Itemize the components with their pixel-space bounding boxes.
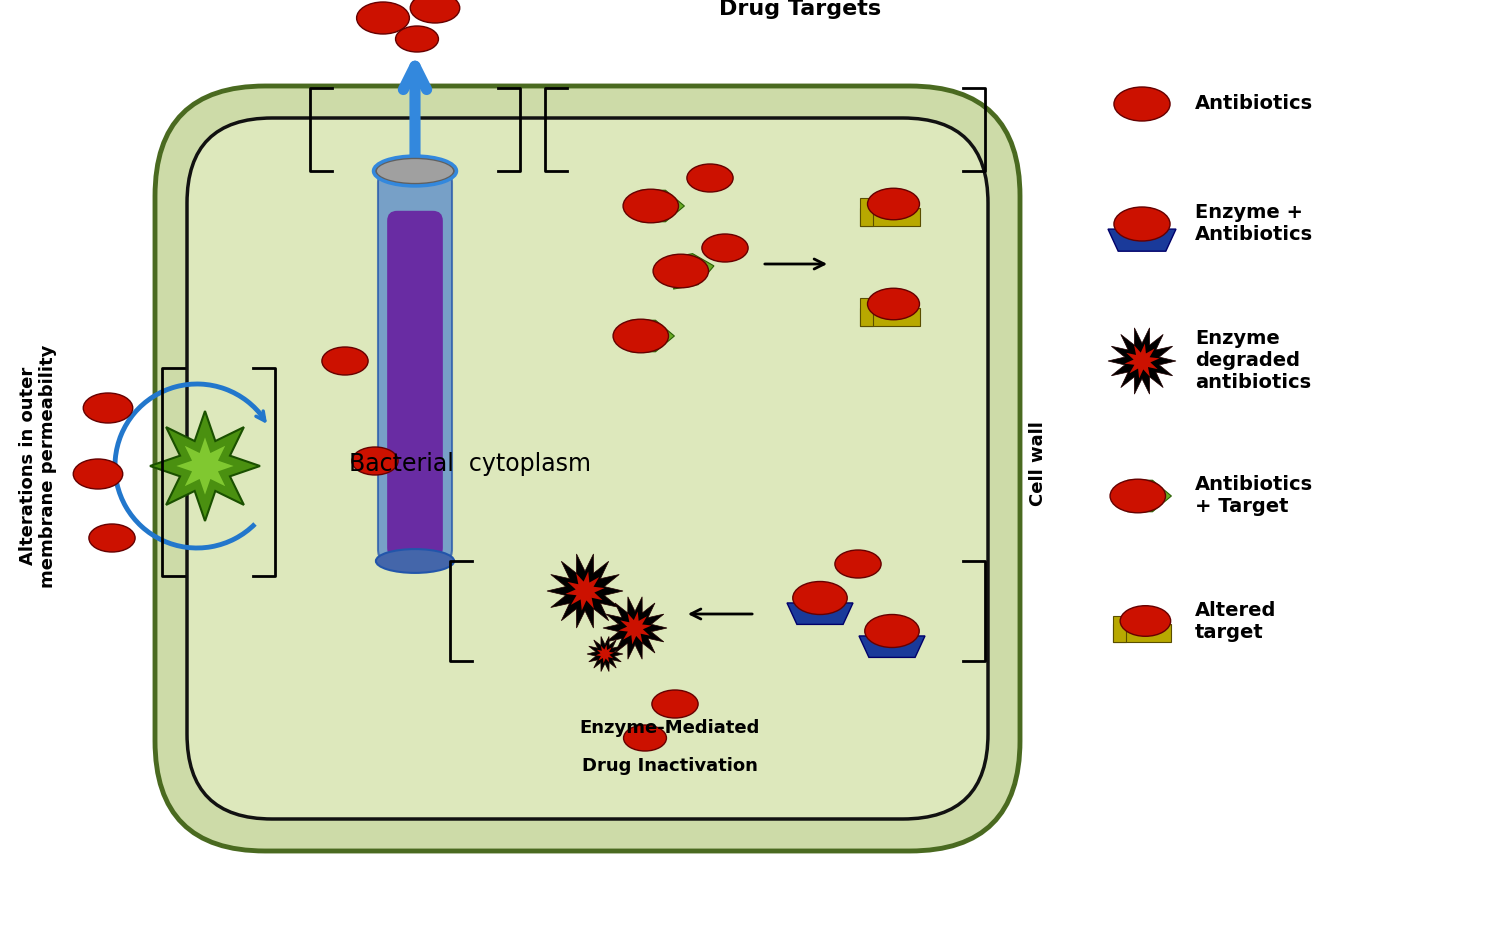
Ellipse shape <box>865 615 919 647</box>
FancyBboxPatch shape <box>187 118 987 819</box>
Polygon shape <box>603 596 667 659</box>
Polygon shape <box>859 636 925 657</box>
Bar <box>1113 616 1126 642</box>
Ellipse shape <box>868 288 919 319</box>
Ellipse shape <box>322 347 367 375</box>
Text: Antibiotics: Antibiotics <box>1194 94 1312 114</box>
Ellipse shape <box>83 393 133 423</box>
Ellipse shape <box>612 319 668 353</box>
FancyBboxPatch shape <box>156 86 1021 851</box>
Text: Enzyme +
Antibiotics: Enzyme + Antibiotics <box>1194 204 1312 244</box>
Bar <box>1113 624 1170 642</box>
Polygon shape <box>1125 344 1160 379</box>
Ellipse shape <box>623 189 679 223</box>
Text: Enzyme
degraded
antibiotics: Enzyme degraded antibiotics <box>1194 330 1311 393</box>
Ellipse shape <box>835 550 881 578</box>
Bar <box>860 298 874 326</box>
Ellipse shape <box>1110 479 1166 513</box>
Ellipse shape <box>686 164 733 192</box>
Polygon shape <box>1108 229 1176 251</box>
Text: Alterations in outer
membrane permeability: Alterations in outer membrane permeabili… <box>18 344 57 588</box>
Ellipse shape <box>868 188 919 219</box>
Ellipse shape <box>357 2 410 34</box>
Ellipse shape <box>1120 606 1170 636</box>
Ellipse shape <box>652 690 699 718</box>
Ellipse shape <box>73 459 122 489</box>
Polygon shape <box>618 611 652 644</box>
Ellipse shape <box>376 158 454 184</box>
Ellipse shape <box>1114 87 1170 121</box>
Text: Enzyme-Mediated: Enzyme-Mediated <box>579 719 761 737</box>
Polygon shape <box>587 636 623 671</box>
Bar <box>860 307 919 326</box>
Polygon shape <box>177 437 233 494</box>
Ellipse shape <box>410 0 460 23</box>
Polygon shape <box>596 644 614 663</box>
FancyBboxPatch shape <box>378 168 452 564</box>
Polygon shape <box>788 603 853 624</box>
Polygon shape <box>1128 481 1172 512</box>
Text: Drug Targets: Drug Targets <box>718 0 881 19</box>
Polygon shape <box>640 190 685 221</box>
FancyBboxPatch shape <box>387 211 443 558</box>
Ellipse shape <box>653 255 709 288</box>
Ellipse shape <box>702 234 748 262</box>
Text: Drug Inactivation: Drug Inactivation <box>582 757 758 775</box>
Ellipse shape <box>792 582 847 615</box>
Polygon shape <box>565 571 605 610</box>
Ellipse shape <box>1114 207 1170 241</box>
Text: Antibiotics
+ Target: Antibiotics + Target <box>1194 475 1312 517</box>
Polygon shape <box>1108 328 1176 394</box>
Ellipse shape <box>352 447 398 475</box>
Ellipse shape <box>623 725 667 751</box>
Polygon shape <box>150 411 260 521</box>
Bar <box>860 207 919 226</box>
Text: Altered
target: Altered target <box>1194 600 1276 642</box>
Ellipse shape <box>396 26 438 52</box>
Polygon shape <box>668 254 714 289</box>
Polygon shape <box>547 554 623 628</box>
Text: Cell wall: Cell wall <box>1030 421 1046 507</box>
Text: Bacterial  cytoplasm: Bacterial cytoplasm <box>349 452 591 476</box>
Polygon shape <box>631 320 674 352</box>
Bar <box>860 198 874 226</box>
Ellipse shape <box>89 524 135 552</box>
Ellipse shape <box>376 549 454 573</box>
